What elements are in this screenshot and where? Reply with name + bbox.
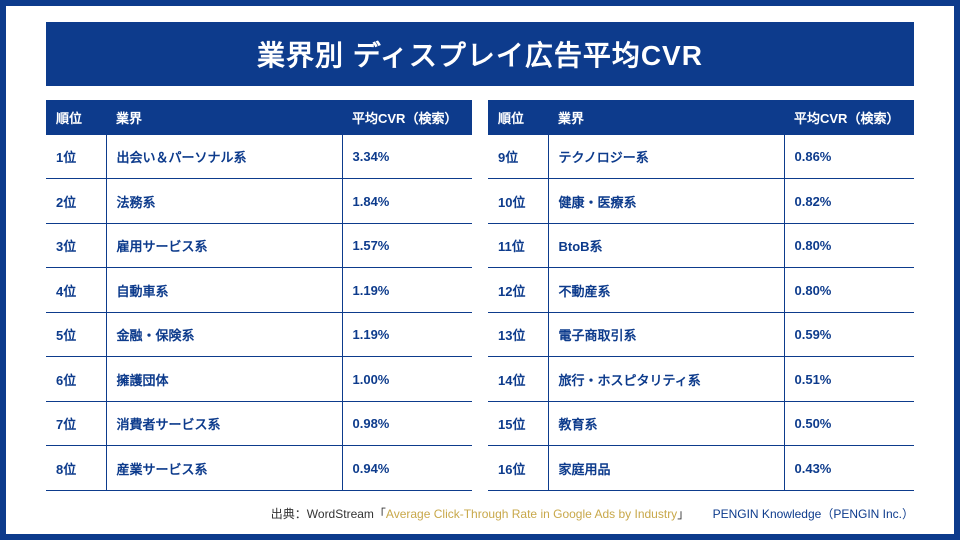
footer: 出典：WordStream「Average Click-Through Rate… <box>46 491 914 534</box>
cell-rank: 9位 <box>488 135 548 179</box>
table-row: 4位自動車系1.19% <box>46 268 472 313</box>
cell-industry: 出会い＆パーソナル系 <box>106 135 342 179</box>
source-suffix: 」 <box>677 507 689 521</box>
cell-cvr: 1.19% <box>342 312 472 357</box>
table-row: 11位BtoB系0.80% <box>488 223 914 268</box>
cell-cvr: 0.80% <box>784 223 914 268</box>
cell-industry: 電子商取引系 <box>548 312 784 357</box>
cell-cvr: 0.59% <box>784 312 914 357</box>
cell-cvr: 0.82% <box>784 179 914 224</box>
tables-wrapper: 順位 業界 平均CVR（検索） 1位出会い＆パーソナル系3.34%2位法務系1.… <box>46 100 914 491</box>
col-header-cvr: 平均CVR（検索） <box>784 100 914 135</box>
cell-cvr: 1.19% <box>342 268 472 313</box>
cell-industry: 法務系 <box>106 179 342 224</box>
cvr-table-left: 順位 業界 平均CVR（検索） 1位出会い＆パーソナル系3.34%2位法務系1.… <box>46 100 472 491</box>
cell-rank: 5位 <box>46 312 106 357</box>
cell-industry: テクノロジー系 <box>548 135 784 179</box>
cell-rank: 2位 <box>46 179 106 224</box>
col-header-industry: 業界 <box>548 100 784 135</box>
cell-rank: 16位 <box>488 446 548 491</box>
table-row: 3位雇用サービス系1.57% <box>46 223 472 268</box>
cell-industry: 産業サービス系 <box>106 446 342 491</box>
table-row: 8位産業サービス系0.94% <box>46 446 472 491</box>
cell-cvr: 1.84% <box>342 179 472 224</box>
table-row: 9位テクノロジー系0.86% <box>488 135 914 179</box>
cell-cvr: 0.50% <box>784 401 914 446</box>
source-prefix: 出典：WordStream「 <box>271 507 386 521</box>
table-row: 16位家庭用品0.43% <box>488 446 914 491</box>
cell-industry: 不動産系 <box>548 268 784 313</box>
cell-cvr: 0.86% <box>784 135 914 179</box>
source-link[interactable]: Average Click-Through Rate in Google Ads… <box>386 507 677 521</box>
page-title: 業界別 ディスプレイ広告平均CVR <box>46 22 914 86</box>
table-row: 12位不動産系0.80% <box>488 268 914 313</box>
table-row: 13位電子商取引系0.59% <box>488 312 914 357</box>
col-header-cvr: 平均CVR（検索） <box>342 100 472 135</box>
cell-industry: 雇用サービス系 <box>106 223 342 268</box>
cell-cvr: 3.34% <box>342 135 472 179</box>
table-row: 6位擁護団体1.00% <box>46 357 472 402</box>
table-row: 15位教育系0.50% <box>488 401 914 446</box>
cell-rank: 15位 <box>488 401 548 446</box>
cell-cvr: 0.80% <box>784 268 914 313</box>
brand-label: PENGIN Knowledge（PENGIN Inc.） <box>713 505 914 522</box>
cell-industry: 教育系 <box>548 401 784 446</box>
cell-rank: 10位 <box>488 179 548 224</box>
cell-industry: 消費者サービス系 <box>106 401 342 446</box>
cell-industry: 家庭用品 <box>548 446 784 491</box>
cell-rank: 13位 <box>488 312 548 357</box>
cell-industry: 擁護団体 <box>106 357 342 402</box>
table-row: 7位消費者サービス系0.98% <box>46 401 472 446</box>
table-row: 10位健康・医療系0.82% <box>488 179 914 224</box>
cell-industry: 旅行・ホスピタリティ系 <box>548 357 784 402</box>
cell-rank: 1位 <box>46 135 106 179</box>
col-header-rank: 順位 <box>46 100 106 135</box>
cell-cvr: 0.43% <box>784 446 914 491</box>
cell-rank: 7位 <box>46 401 106 446</box>
cell-rank: 3位 <box>46 223 106 268</box>
col-header-rank: 順位 <box>488 100 548 135</box>
cell-industry: 金融・保険系 <box>106 312 342 357</box>
table-row: 1位出会い＆パーソナル系3.34% <box>46 135 472 179</box>
cell-cvr: 1.57% <box>342 223 472 268</box>
table-row: 5位金融・保険系1.19% <box>46 312 472 357</box>
cell-rank: 12位 <box>488 268 548 313</box>
cell-rank: 11位 <box>488 223 548 268</box>
cell-cvr: 0.98% <box>342 401 472 446</box>
cell-cvr: 1.00% <box>342 357 472 402</box>
cvr-table-right: 順位 業界 平均CVR（検索） 9位テクノロジー系0.86%10位健康・医療系0… <box>488 100 914 491</box>
cell-rank: 4位 <box>46 268 106 313</box>
cell-industry: 自動車系 <box>106 268 342 313</box>
cell-rank: 14位 <box>488 357 548 402</box>
cell-cvr: 0.51% <box>784 357 914 402</box>
table-row: 2位法務系1.84% <box>46 179 472 224</box>
cell-industry: 健康・医療系 <box>548 179 784 224</box>
cell-cvr: 0.94% <box>342 446 472 491</box>
cell-rank: 6位 <box>46 357 106 402</box>
table-row: 14位旅行・ホスピタリティ系0.51% <box>488 357 914 402</box>
cell-rank: 8位 <box>46 446 106 491</box>
col-header-industry: 業界 <box>106 100 342 135</box>
cell-industry: BtoB系 <box>548 223 784 268</box>
